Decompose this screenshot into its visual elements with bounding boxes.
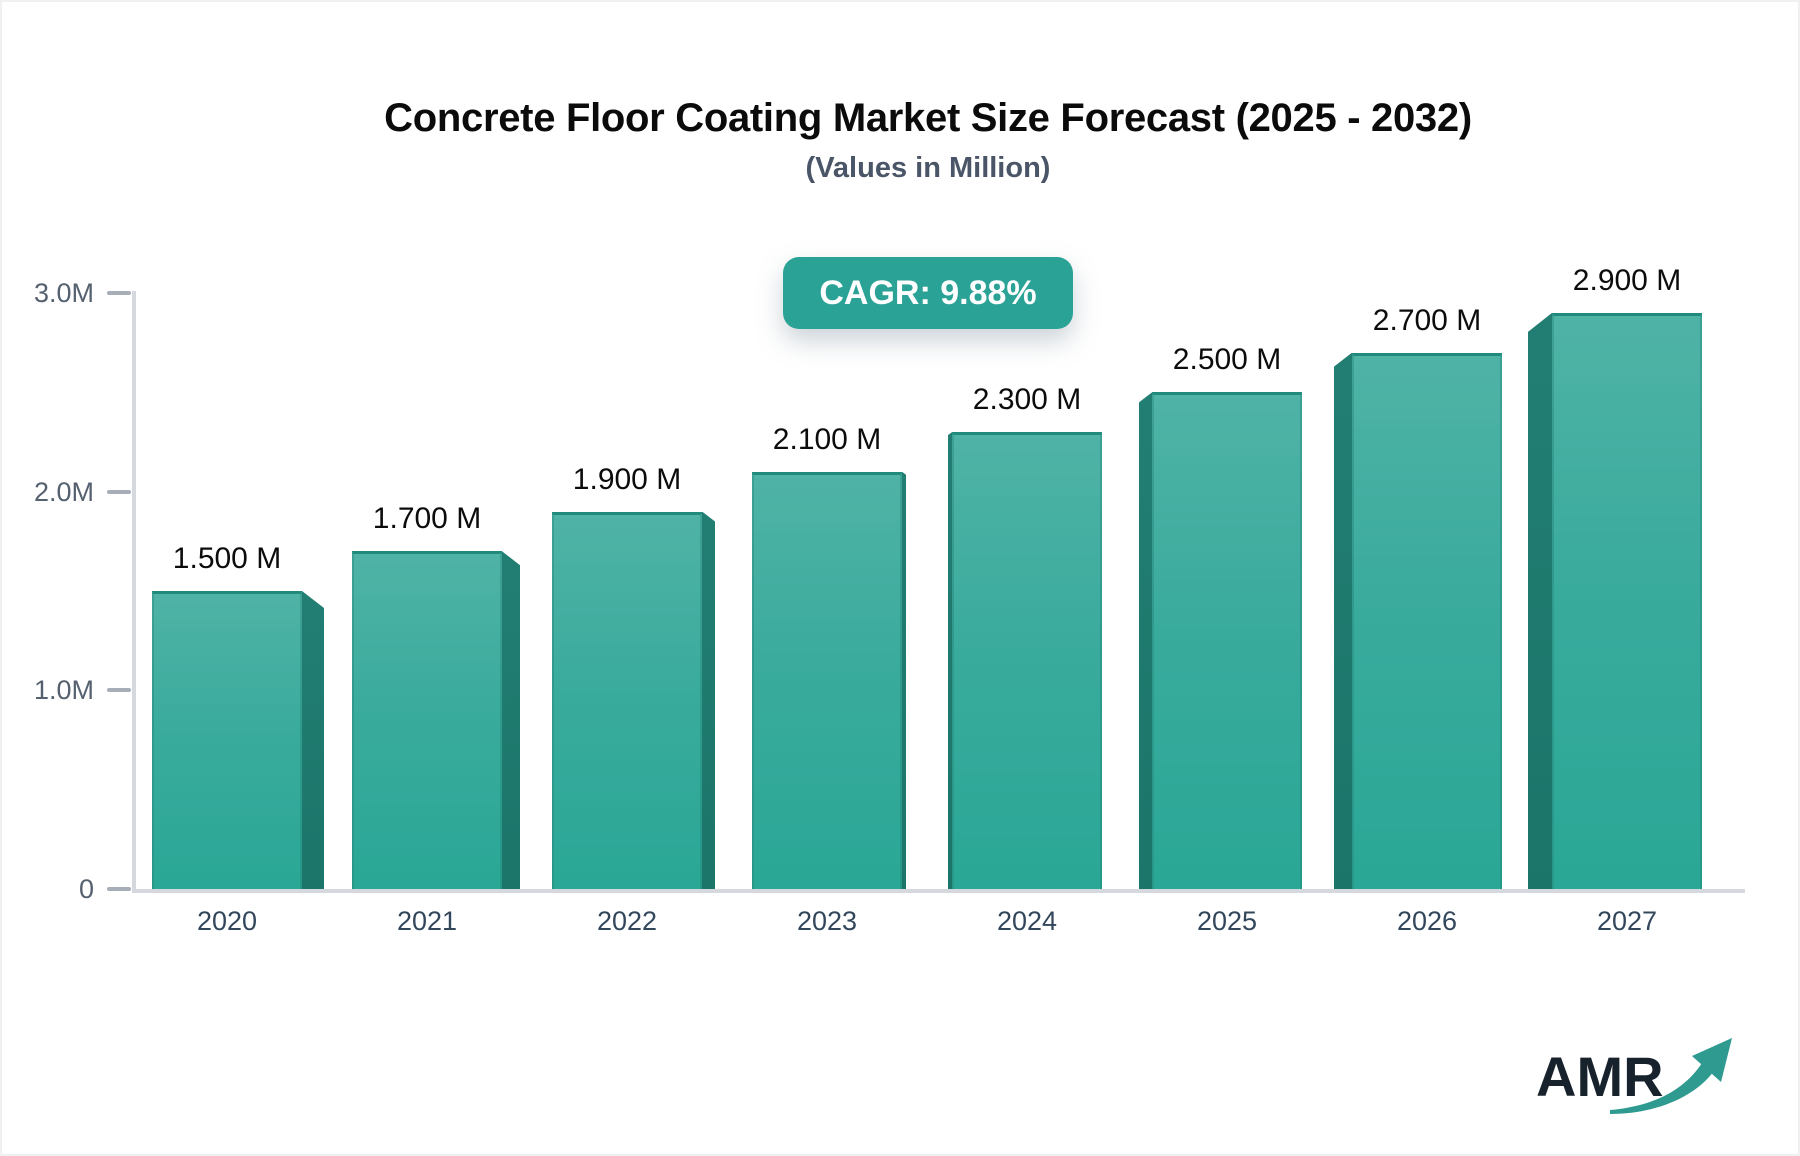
bar xyxy=(152,591,302,889)
y-axis-tick-dash xyxy=(107,291,131,295)
bar-side-face xyxy=(948,432,952,889)
chart-title: Concrete Floor Coating Market Size Forec… xyxy=(384,96,1472,140)
bar-side-face xyxy=(502,551,520,889)
bar xyxy=(552,511,702,889)
y-axis-tick-dash xyxy=(107,887,131,891)
bar-side-face xyxy=(1334,352,1352,889)
y-axis-tick-label: 0 xyxy=(78,874,94,904)
bar-side-face xyxy=(702,511,715,889)
bar-value-label: 2.900 M xyxy=(1572,263,1682,297)
bar-side-face xyxy=(1528,312,1552,889)
bar xyxy=(752,471,902,889)
x-axis-label: 2025 xyxy=(1196,906,1258,936)
amr-logo: AMR xyxy=(1536,1038,1736,1134)
y-axis-tick-label: 3.0M xyxy=(33,278,94,308)
y-axis-line xyxy=(132,291,136,889)
bar-value-label: 1.900 M xyxy=(572,462,682,496)
bar xyxy=(352,551,502,889)
x-axis-label: 2021 xyxy=(396,906,458,936)
bar-value-label: 2.300 M xyxy=(972,383,1082,417)
bar-value-label: 1.700 M xyxy=(372,502,482,536)
x-axis-label: 2026 xyxy=(1396,906,1458,936)
y-axis-tick-dash xyxy=(107,489,131,494)
growth-arrow-icon xyxy=(1610,1038,1732,1114)
bar-side-face xyxy=(302,591,324,889)
bar-value-label: 2.500 M xyxy=(1172,343,1282,377)
bar-value-label: 2.700 M xyxy=(1372,303,1482,337)
y-axis-tick-label: 1.0M xyxy=(33,675,94,706)
x-axis-label: 2024 xyxy=(996,906,1058,936)
x-axis-label: 2022 xyxy=(596,906,658,936)
y-axis-tick-dash xyxy=(107,688,131,693)
x-axis-label: 2027 xyxy=(1596,906,1658,936)
chart-subtitle: (Values in Million) xyxy=(805,152,1051,184)
bar-value-label: 1.500 M xyxy=(172,542,282,575)
amr-logo-text: AMR xyxy=(1536,1045,1664,1108)
bar-side-face xyxy=(1139,392,1152,889)
y-axis-tick-label: 2.0M xyxy=(33,476,94,507)
x-axis-label: 2023 xyxy=(796,906,858,936)
bar-side-face xyxy=(902,471,906,889)
x-axis-label: 2020 xyxy=(196,906,258,936)
cagr-badge-wrap: CAGR: 9.88% xyxy=(54,257,1798,329)
bar xyxy=(1552,312,1702,889)
x-axis-baseline xyxy=(132,889,1745,893)
bar xyxy=(1152,392,1302,889)
bar xyxy=(952,432,1102,889)
bar-value-label: 2.100 M xyxy=(772,422,882,456)
bar xyxy=(1352,352,1502,889)
cagr-badge: CAGR: 9.88% xyxy=(783,257,1073,329)
